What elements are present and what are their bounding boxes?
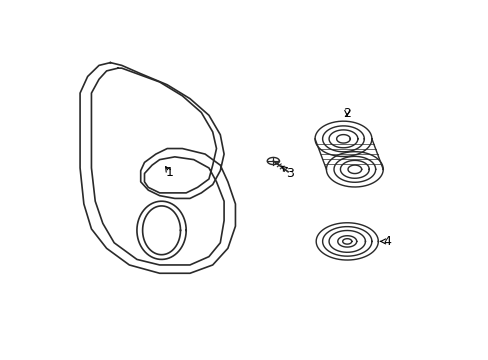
Text: 1: 1: [165, 166, 173, 179]
Text: 3: 3: [281, 166, 294, 180]
Text: 4: 4: [380, 235, 391, 248]
Text: 2: 2: [343, 107, 350, 120]
